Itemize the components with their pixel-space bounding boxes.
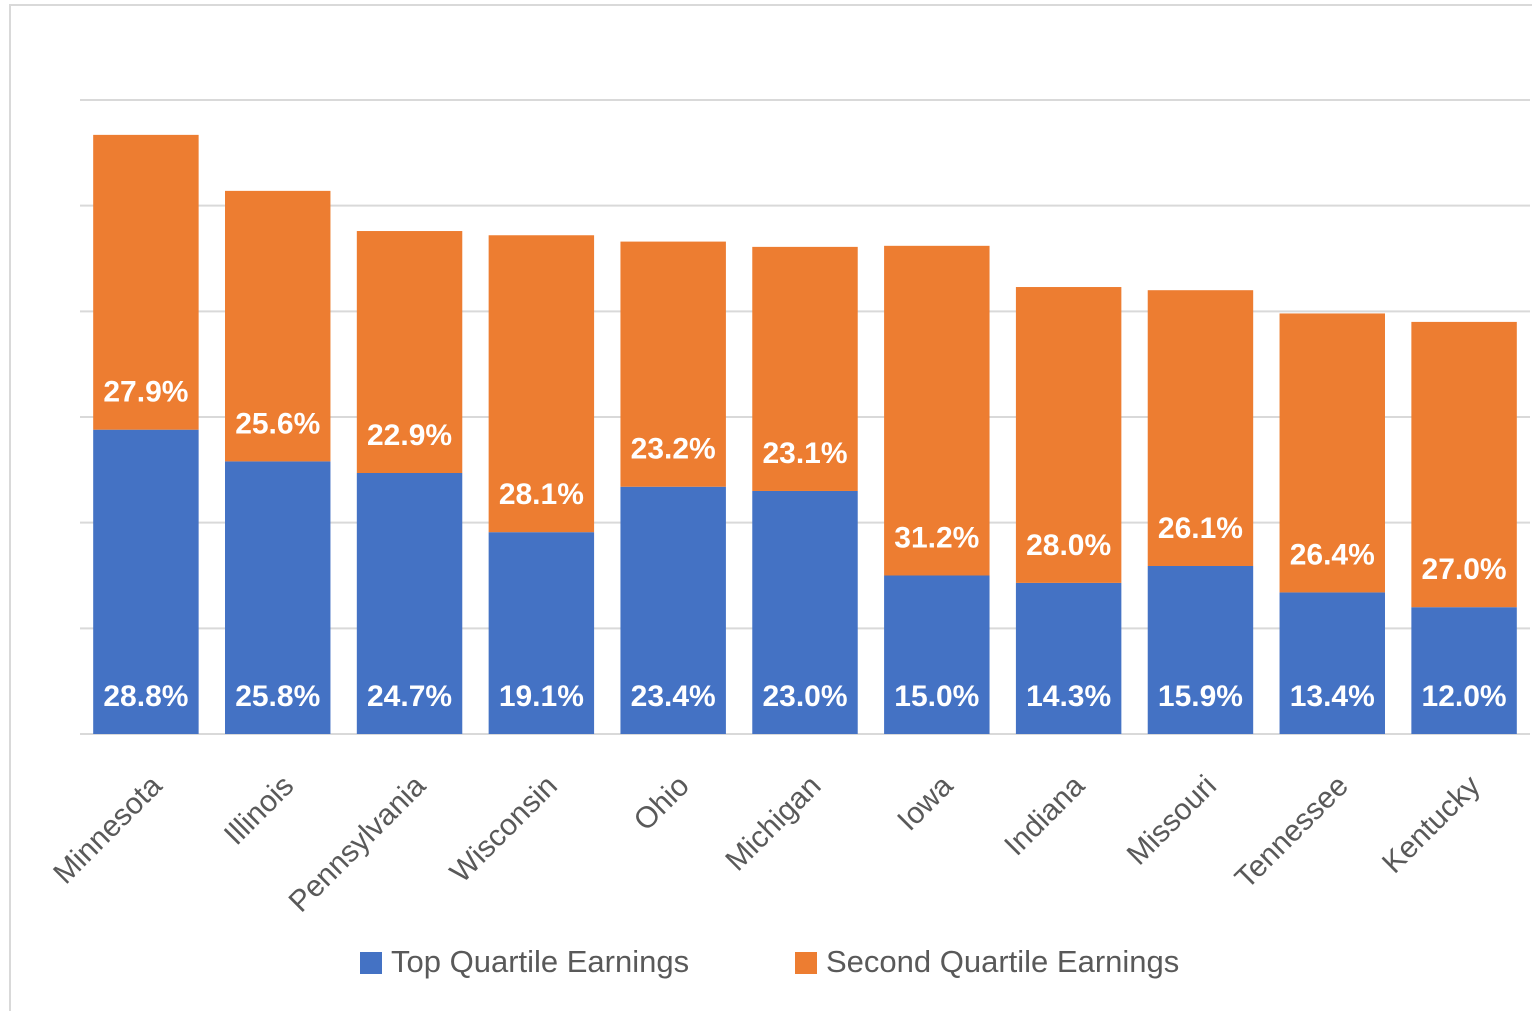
x-tick-label: Ohio	[628, 769, 696, 837]
data-label: 23.4%	[631, 680, 716, 713]
bar-segment	[752, 490, 858, 734]
bar-segment	[1279, 313, 1385, 593]
data-label: 24.7%	[367, 680, 452, 713]
data-label: 31.2%	[894, 521, 979, 554]
bar-segment	[1015, 287, 1122, 583]
data-label: 12.0%	[1422, 680, 1507, 713]
data-label: 15.9%	[1158, 680, 1243, 713]
bar-segment	[225, 461, 331, 734]
bar-segment	[884, 575, 990, 734]
bar-segment	[488, 532, 595, 734]
x-tick-label: Tennessee	[1229, 769, 1355, 895]
data-label: 13.4%	[1290, 680, 1375, 713]
bar-segment	[1015, 582, 1122, 734]
data-label: 19.1%	[499, 680, 584, 713]
x-tick-label: Iowa	[891, 769, 959, 837]
legend-label: Top Quartile Earnings	[391, 944, 689, 979]
bar-segment	[1411, 321, 1517, 608]
bar-segment	[1147, 290, 1254, 566]
bar-segment	[620, 486, 726, 734]
data-label: 28.0%	[1026, 529, 1111, 562]
x-tick-label: Minnesota	[47, 769, 168, 890]
bar-segment	[225, 190, 331, 462]
bar-segment	[1411, 607, 1517, 734]
bar-segment	[620, 241, 726, 487]
bar-segment	[884, 245, 990, 576]
bar-segment	[356, 473, 463, 734]
x-tick-label: Illinois	[218, 769, 300, 851]
legend-swatch	[360, 952, 382, 974]
data-label: 28.1%	[499, 478, 584, 511]
data-label: 23.0%	[762, 680, 847, 713]
bar-segment	[356, 231, 463, 474]
bar-segment	[93, 134, 199, 430]
data-label: 14.3%	[1026, 680, 1111, 713]
x-tick-label: Michigan	[719, 769, 827, 877]
data-label: 23.1%	[762, 437, 847, 470]
bar-segment	[93, 429, 199, 734]
data-label: 27.9%	[103, 376, 188, 409]
data-label: 26.4%	[1290, 538, 1375, 571]
x-tick-label: Pennsylvania	[283, 769, 433, 919]
data-label: 25.6%	[235, 407, 320, 440]
data-label: 15.0%	[894, 680, 979, 713]
data-label: 22.9%	[367, 419, 452, 452]
legend-label: Second Quartile Earnings	[826, 944, 1179, 979]
chart-frame	[9, 4, 1532, 1011]
data-label: 28.8%	[103, 680, 188, 713]
x-tick-label: Missouri	[1121, 769, 1223, 871]
data-label: 23.2%	[631, 433, 716, 466]
bar-segment	[752, 246, 858, 491]
legend-swatch	[795, 952, 817, 974]
bar-segment	[488, 235, 595, 533]
x-tick-label: Wisconsin	[444, 769, 564, 889]
data-label: 27.0%	[1422, 553, 1507, 586]
bar-segment	[1279, 592, 1385, 734]
x-tick-label: Kentucky	[1376, 769, 1487, 880]
bar-segment	[1147, 565, 1254, 734]
data-label: 25.8%	[235, 680, 320, 713]
x-tick-label: Indiana	[998, 769, 1091, 862]
data-label: 26.1%	[1158, 512, 1243, 545]
